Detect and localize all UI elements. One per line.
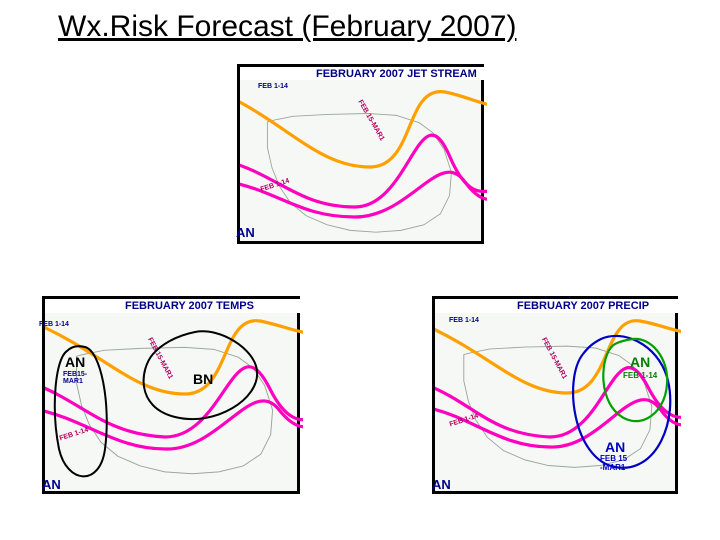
an-blue-sub: FEB 15 -MAR1 (600, 455, 627, 473)
page-title: Wx.Risk Forecast (February 2007) (58, 10, 516, 44)
panel-jet-stream: FEBRUARY 2007 JET STREAM FEB 1-14 FEB 15… (237, 64, 484, 244)
panel-header: FEBRUARY 2007 JET STREAM (316, 68, 477, 80)
an-bottom: AN (42, 477, 61, 492)
panel-precip: FEBRUARY 2007 PRECIP FEB 1-14 FEB 15-MAR… (432, 296, 678, 494)
jet1-line-b (435, 400, 681, 447)
an-bottom: AN (432, 477, 451, 492)
period-a: FEB 1-14 (39, 321, 69, 328)
temps-map (45, 299, 303, 497)
bn-label: BN (193, 371, 213, 387)
an-label: AN (236, 225, 255, 240)
an-sub: FEB15- MAR1 (63, 371, 87, 385)
panel-temps: FEBRUARY 2007 TEMPS FEB 1-14 FEB 15-MAR1… (42, 296, 300, 494)
us-outline (267, 114, 451, 233)
panel-header: FEBRUARY 2007 PRECIP (517, 300, 649, 312)
period-a: FEB 1-14 (258, 83, 288, 90)
an-blue: AN (605, 439, 625, 455)
an-green: AN (630, 354, 650, 370)
an-green-sub: FEB 1-14 (623, 371, 657, 380)
jetstream-map (240, 67, 487, 247)
panel-header: FEBRUARY 2007 TEMPS (125, 300, 254, 312)
period-a: FEB 1-14 (449, 317, 479, 324)
an-label: AN (65, 354, 85, 370)
precip-map (435, 299, 681, 497)
